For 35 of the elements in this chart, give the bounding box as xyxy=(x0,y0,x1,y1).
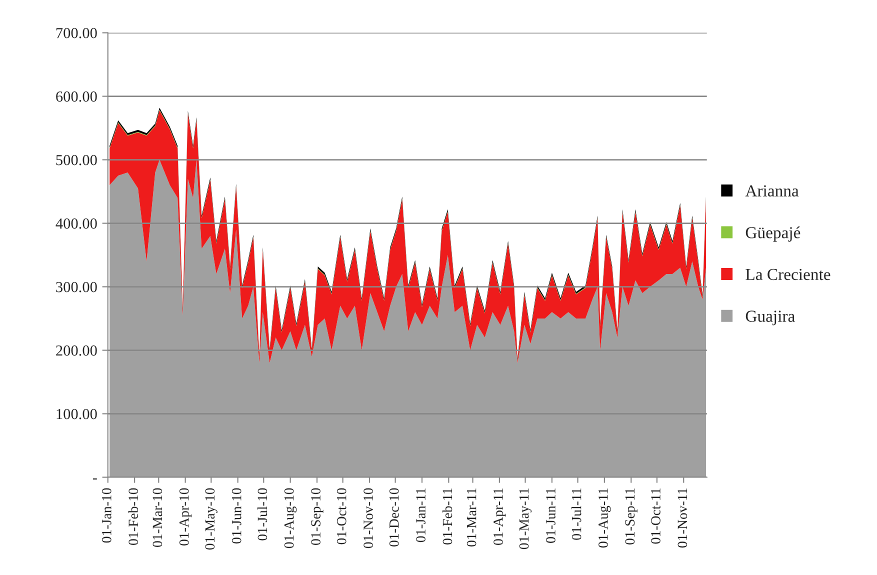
x-tick-label: 01-Sep-10 xyxy=(311,488,324,545)
x-tick-label: 01-Oct-11 xyxy=(651,488,660,544)
x-tick-label: 01-Sep-11 xyxy=(625,488,638,544)
y-tick-label: 300.00 xyxy=(56,282,97,292)
x-tick-label: 01-Jan-11 xyxy=(416,488,426,542)
x-tick-label: 01-Aug-10 xyxy=(284,488,297,548)
y-tick-label: 200.00 xyxy=(56,345,97,356)
x-tick-label: 01-Mar-11 xyxy=(466,488,476,547)
x-tick-label: 01-Apr-10 xyxy=(179,488,192,546)
x-tick-label: 01-Nov-11 xyxy=(678,488,688,548)
y-tick-label: 100.00 xyxy=(56,408,97,420)
x-tick-label: 01-Nov-10 xyxy=(364,488,373,548)
x-tick-label: 01-May-11 xyxy=(519,488,532,550)
x-tick-label: 01-Jul-10 xyxy=(257,488,268,540)
x-tick-label: 01-Apr-11 xyxy=(494,488,506,545)
x-tick-label: 01-Feb-11 xyxy=(442,488,452,544)
x-tick-label: 01-Jun-10 xyxy=(232,488,242,544)
x-tick-label: 01-Jun-11 xyxy=(546,488,556,543)
x-tick-label: 01-Mar-10 xyxy=(152,488,162,548)
legend-label: Arianna xyxy=(745,185,799,196)
legend-label: Guajira xyxy=(746,310,795,326)
y-tick-label: 700.00 xyxy=(56,28,97,38)
x-tick-label: 01-Feb-10 xyxy=(128,488,138,545)
legend-label: La Creciente xyxy=(746,268,830,280)
y-tick-label: 400.00 xyxy=(56,218,97,229)
x-tick-label: 01-Jan-10 xyxy=(102,488,112,543)
x-tick-label: 01-May-10 xyxy=(205,488,218,550)
legend-label: Güepajé xyxy=(746,226,800,242)
y-tick-label: - xyxy=(92,478,97,480)
x-tick-label: 01-Jul-11 xyxy=(571,488,582,540)
x-tick-label: 01-Oct-10 xyxy=(336,488,346,544)
x-tick-label: 01-Dec-10 xyxy=(389,488,399,547)
y-tick-label: 500.00 xyxy=(56,154,97,166)
y-tick-label: 600.00 xyxy=(56,91,97,102)
x-tick-label: 01-Aug-11 xyxy=(598,488,611,548)
